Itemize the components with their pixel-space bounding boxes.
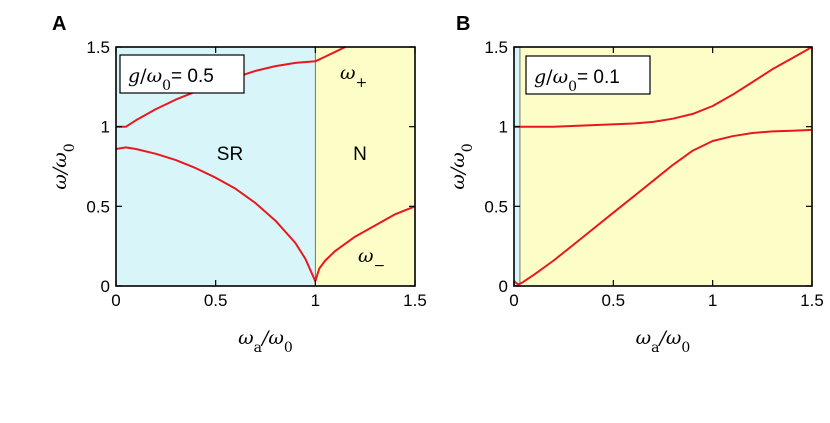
y-axis-label: ω/ω0 bbox=[49, 143, 78, 189]
x-tick-label: 1 bbox=[311, 291, 320, 310]
region-label-sr: SR bbox=[217, 144, 243, 165]
series-line-1 bbox=[314, 46, 346, 63]
series-line-3 bbox=[314, 205, 416, 282]
y-tick-label: 0 bbox=[101, 277, 110, 296]
panel-b: 0 0.5 1 1.5 0 0.5 1 1.5 ωa/ω0 ω/ω0 g/ω0= 0.1 B bbox=[447, 13, 824, 356]
curve-label-1: ω− bbox=[358, 245, 385, 274]
region-band-0 bbox=[514, 47, 520, 286]
panel-letter-b: B bbox=[456, 13, 470, 35]
curve-label-0: ω+ bbox=[340, 62, 367, 91]
x-axis-label: ωa/ω0 bbox=[636, 327, 691, 356]
y-tick-label: 1.5 bbox=[484, 38, 508, 57]
x-tick-label: 0 bbox=[509, 291, 518, 310]
parameter-label: g/ω0= 0.1 bbox=[534, 66, 620, 95]
y-tick-label: 0.5 bbox=[86, 197, 110, 216]
x-axis-label: ωa/ω0 bbox=[238, 327, 293, 356]
y-tick-label: 0.5 bbox=[484, 197, 508, 216]
parameter-box bbox=[525, 55, 651, 95]
y-tick-label: 1.5 bbox=[86, 38, 110, 57]
parameter-box bbox=[119, 54, 245, 94]
panel-letter-a: A bbox=[52, 13, 66, 35]
region-label-n: N bbox=[353, 144, 367, 165]
y-tick-label: 1 bbox=[499, 118, 508, 137]
plot-frame bbox=[513, 46, 813, 287]
series-line-1 bbox=[513, 128, 813, 286]
plot-frame bbox=[115, 46, 416, 287]
y-tick-label: 0 bbox=[499, 277, 508, 296]
x-tick-label: 1.5 bbox=[800, 291, 824, 310]
series-line-0 bbox=[514, 46, 813, 128]
panel-a: 0 0.5 1 1.5 0 0.5 1 1.5 ωa/ω0 ω/ω0 g/ω0= 0.5 SR Nω+ ω… bbox=[49, 13, 427, 356]
x-tick-label: 0.5 bbox=[602, 291, 626, 310]
parameter-label: g/ω0= 0.5 bbox=[128, 65, 214, 94]
series-line-2 bbox=[115, 146, 317, 282]
y-tick-label: 1 bbox=[101, 118, 110, 137]
x-tick-label: 0 bbox=[111, 291, 120, 310]
y-axis-label: ω/ω0 bbox=[447, 143, 476, 189]
x-tick-label: 0.5 bbox=[204, 291, 228, 310]
region-n bbox=[315, 47, 415, 286]
x-tick-label: 1 bbox=[708, 291, 717, 310]
x-tick-label: 1.5 bbox=[403, 291, 427, 310]
